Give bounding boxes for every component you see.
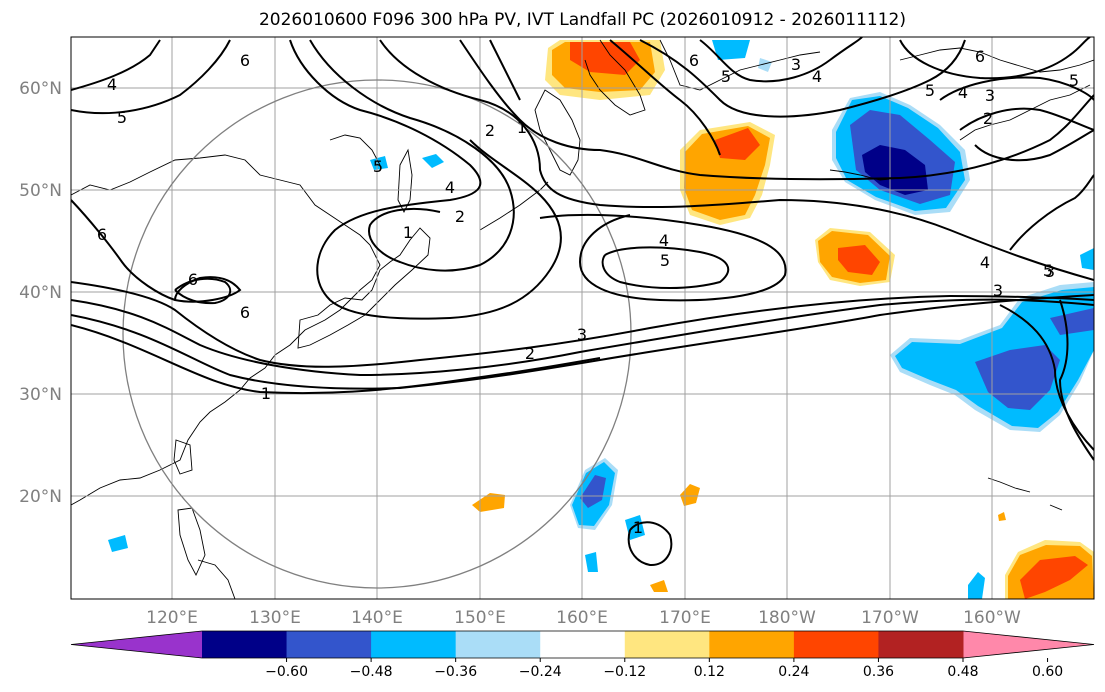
- contour-label: 5: [721, 67, 731, 86]
- colorbar-segment: [624, 631, 710, 658]
- contour-label: 3: [985, 86, 995, 105]
- colorbar-tick-label: 0.48: [947, 664, 978, 680]
- lon-label: 160°E: [556, 608, 608, 628]
- lon-label: 150°E: [454, 608, 506, 628]
- colorbar-tick-label: 0.24: [778, 664, 809, 680]
- contour-label: 4: [958, 83, 968, 102]
- lat-label: 60°N: [19, 79, 62, 99]
- landfall-region-circle: [122, 79, 632, 589]
- contour-label: 3: [577, 325, 587, 344]
- contour-label: 3: [1045, 262, 1055, 281]
- contour-label: 4: [980, 253, 990, 272]
- colorbar: −0.60 −0.48 −0.36 −0.24 −0.12 0.12 0.24 0.36 0.4…: [70, 630, 1095, 680]
- latitude-labels: 60°N 50°N 40°N 30°N 20°N: [19, 79, 62, 507]
- contour-label: 5: [660, 251, 670, 270]
- contour-label: 1: [261, 384, 271, 403]
- colorbar-tick-label: −0.12: [603, 664, 646, 680]
- lon-label: 140°E: [351, 608, 403, 628]
- lon-label: 180°W: [758, 608, 816, 628]
- coastlines: [71, 39, 1094, 599]
- contour-label: 6: [240, 51, 250, 70]
- contour-label: 3: [993, 281, 1003, 300]
- contour-label: 2: [525, 344, 535, 363]
- colorbar-extend-high: [963, 631, 1094, 658]
- colorbar-segment: [878, 631, 964, 658]
- colorbar-segment: [793, 631, 879, 658]
- colorbar-outline: [70, 630, 1095, 659]
- contour-label: 4: [659, 231, 669, 250]
- colorbar-segment: [286, 631, 372, 658]
- contour-label: 1: [633, 518, 643, 537]
- map-frame: [70, 36, 1095, 600]
- colorbar-segment: [202, 631, 288, 658]
- colorbar-segment: [709, 631, 795, 658]
- colorbar-tick-label: 0.60: [1032, 664, 1063, 680]
- contour-label: 4: [445, 178, 455, 197]
- colorbar-extend-low: [71, 631, 202, 658]
- contour-label: 1: [517, 118, 527, 137]
- contour-label: 6: [188, 270, 198, 289]
- colorbar-tick-label: −0.60: [265, 664, 308, 680]
- contour-label: 6: [240, 303, 250, 322]
- contour-label: 6: [97, 225, 107, 244]
- lon-label: 120°E: [146, 608, 198, 628]
- contour-label: 2: [455, 207, 465, 226]
- lat-label: 20°N: [19, 487, 62, 507]
- longitude-labels: 120°E 130°E 140°E 150°E 160°E 170°E 180°…: [146, 608, 1021, 628]
- contour-label: 4: [107, 75, 117, 94]
- colorbar-segment: [371, 631, 457, 658]
- contour-label: 2: [485, 121, 495, 140]
- lat-label: 30°N: [19, 385, 62, 405]
- contour-label: 6: [689, 51, 699, 70]
- colorbar-tick-label: 0.12: [694, 664, 725, 680]
- contour-label: 4: [812, 67, 822, 86]
- contour-label: 5: [925, 81, 935, 100]
- contour-label: 5: [1069, 71, 1079, 90]
- contour-label: 5: [373, 157, 383, 176]
- contour-label-group: 6 4 5 6 2 1 5 4 2 1 6 6 4 5 3 2 1 3 6 5 …: [97, 47, 1079, 537]
- pv-contours: [71, 37, 1094, 567]
- map-title: 2026010600 F096 300 hPa PV, IVT Landfall…: [258, 10, 906, 30]
- colorbar-tick-label: −0.24: [519, 664, 562, 680]
- lat-label: 50°N: [19, 181, 62, 201]
- lon-label: 160°W: [963, 608, 1021, 628]
- colorbar-tick-label: 0.36: [863, 664, 894, 680]
- lon-label: 170°E: [659, 608, 711, 628]
- contour-label: 6: [975, 47, 985, 66]
- contour-label: 1: [403, 223, 413, 242]
- colorbar-segment: [455, 631, 541, 658]
- contour-label: 2: [983, 109, 993, 128]
- colorbar-tick-label: −0.36: [434, 664, 477, 680]
- colorbar-tick-label: −0.48: [350, 664, 393, 680]
- contour-label: 5: [117, 108, 127, 127]
- contour-label: 3: [791, 55, 801, 74]
- colorbar-segment: [540, 631, 626, 658]
- lat-label: 40°N: [19, 283, 62, 303]
- lon-label: 130°E: [249, 608, 301, 628]
- lon-label: 170°W: [861, 608, 919, 628]
- contour-label: 5: [1043, 261, 1053, 280]
